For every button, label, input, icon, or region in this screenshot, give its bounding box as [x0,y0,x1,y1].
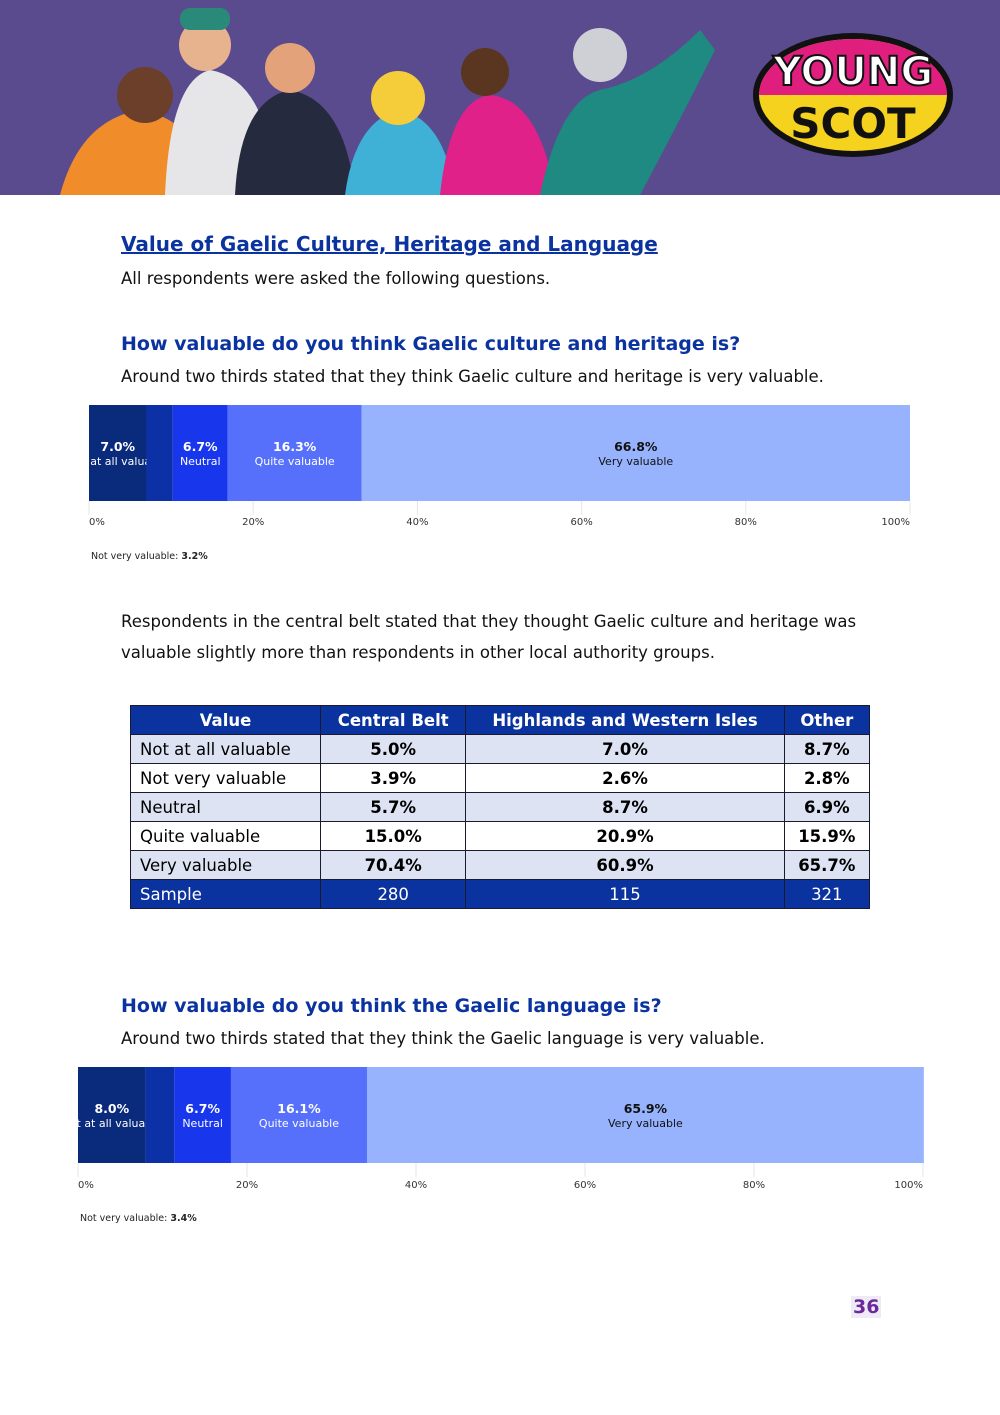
row-label: Very valuable [130,850,321,880]
cell: 60.9% [465,850,785,880]
cell: 8.7% [783,734,871,764]
cell: 2.8% [783,763,871,793]
table-header-row: Value Central Belt Highlands and Western I… [130,705,871,735]
cell: 6.9% [783,792,871,822]
x-tick-label: 100% [881,517,910,528]
intro: All respondents were asked the following… [121,269,551,288]
cell: 8.7% [465,792,785,822]
cell: 70.4% [319,850,467,880]
logo-bottom: SCOT [790,99,916,148]
cell: 321 [783,879,871,909]
page-title: Value of Gaelic Culture, Heritage and La… [121,232,658,256]
x-tick-label: 40% [405,1180,427,1191]
row-label: Quite valuable [130,821,321,851]
segment-name: Neutral [180,455,221,468]
x-tick-label: 80% [735,517,757,528]
x-tick-label: 100% [894,1180,923,1191]
cell: 15.0% [319,821,467,851]
page-number: 36 [851,1296,882,1318]
bar-segment [172,405,228,501]
segment-name: Not at all valuable [62,1117,163,1130]
table-row: Sample 280 115 321 [130,879,871,909]
row-label: Not at all valuable [130,734,321,764]
note-name: Not very valuable [91,551,181,562]
x-tick-label: 0% [78,1180,94,1191]
bar-segment [174,1067,231,1163]
value-label: 6.7% [183,439,218,454]
segment-name: Very valuable [598,455,673,468]
chart: 0% 20% 40% 60% 80% 100% 8.0%Not at all valuabl… [62,1067,924,1191]
note-value: 3.4% [170,1213,197,1224]
table-row: Very valuable 70.4% 60.9% 65.7% [130,850,871,880]
note-name: Not very valuable [80,1213,170,1224]
table-row: Not at all valuable 5.0% 7.0% 8.7% [130,734,871,764]
table: Value Central Belt Highlands and Western I… [130,705,871,909]
cell: 20.9% [465,821,785,851]
row-label: Not very valuable [130,763,321,793]
table-row: Neutral 5.7% 8.7% 6.9% [130,792,871,822]
bar-segment [227,405,362,501]
row-label: Sample [130,879,321,909]
header-cell: Other [783,705,871,735]
x-tick-label: 40% [406,517,428,528]
banner: YOUNG SCOT [0,0,1000,195]
value-label: 16.1% [277,1101,321,1116]
x-tick-label: 60% [570,517,592,528]
x-tick-label: 0% [89,517,105,528]
header-cell: Central Belt [319,705,467,735]
note-value: 3.2% [181,551,208,562]
paragraph: Respondents in the central belt stated t… [121,612,857,662]
value-label: 16.3% [273,439,317,454]
value-label: 66.8% [614,439,658,454]
row-label: Neutral [130,792,321,822]
x-tick-label: 20% [242,517,264,528]
bar-segment [366,1067,924,1163]
x-tick-label: 20% [236,1180,258,1191]
logo-top: YOUNG [772,49,933,95]
cell: 2.6% [465,763,785,793]
bar-segment [230,1067,367,1163]
header-cell: Value [130,705,321,735]
cell: 65.7% [783,850,871,880]
illustration [60,8,715,195]
section-heading: How valuable do you think Gaelic culture… [121,333,741,355]
section-heading: How valuable do you think the Gaelic lan… [121,995,662,1017]
header-cell: Highlands and Western Isles [465,705,785,735]
x-tick-label: 80% [743,1180,765,1191]
bar-segment [145,1067,175,1163]
chart: 0% 20% 40% 60% 80% 100% 7.0%Not at all valuabl… [67,405,911,528]
section-text: Around two thirds stated that they think… [121,1029,765,1048]
bar-segment [146,405,173,501]
cell: 7.0% [465,734,785,764]
bar-segment [89,405,147,501]
x-tick-label: 60% [574,1180,596,1191]
cell: 280 [319,879,467,909]
value-label: 7.0% [100,439,135,454]
value-label: 65.9% [624,1101,668,1116]
bar-segment [361,405,910,501]
table-row: Quite valuable 15.0% 20.9% 15.9% [130,821,871,851]
table-row: Not very valuable 3.9% 2.6% 2.8% [130,763,871,793]
cell: 5.7% [319,792,467,822]
cell: 115 [465,879,785,909]
cell: 5.0% [319,734,467,764]
cell: 3.9% [319,763,467,793]
segment-name: Quite valuable [255,455,335,468]
segment-name: Quite valuable [259,1117,339,1130]
value-label: 6.7% [185,1101,220,1116]
value-label: 8.0% [94,1101,129,1116]
bar-segment [78,1067,146,1163]
segment-name: Very valuable [608,1117,683,1130]
logo: YOUNG SCOT [753,33,953,157]
segment-name: Neutral [182,1117,223,1130]
segment-name: Not at all valuable [67,455,168,468]
section-text: Around two thirds stated that they think… [121,367,824,386]
cell: 15.9% [783,821,871,851]
